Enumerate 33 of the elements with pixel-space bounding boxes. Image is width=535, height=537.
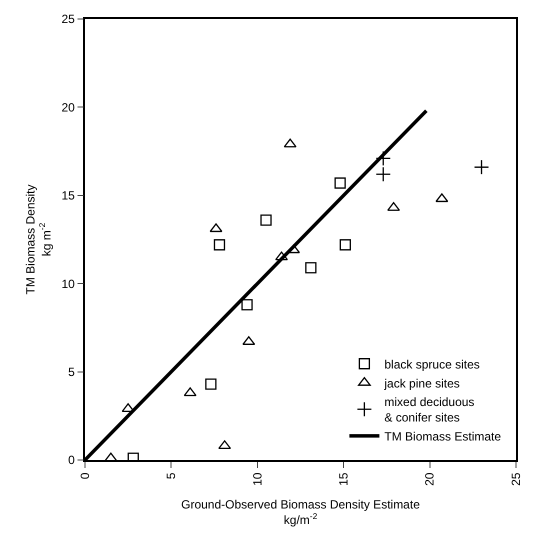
x-tick-label: 5 bbox=[164, 472, 178, 480]
point bbox=[214, 239, 226, 250]
x-tick-label: 15 bbox=[336, 472, 350, 486]
point bbox=[275, 251, 288, 260]
point bbox=[210, 223, 222, 232]
point bbox=[376, 166, 391, 182]
y-tick-label: 20 bbox=[61, 100, 76, 114]
x-axis-title: Ground-Observed Biomass Density Estimate kg/m$^{-2}$ bbox=[181, 497, 420, 527]
y-tick-label: 25 bbox=[61, 12, 76, 26]
point bbox=[305, 262, 316, 274]
y-tick-label: 15 bbox=[61, 188, 76, 203]
y-tick-label: 5 bbox=[68, 365, 76, 379]
point bbox=[241, 299, 253, 310]
legend-label: TM Biomass Estimate bbox=[384, 430, 502, 444]
x-tick-label: 25 bbox=[508, 472, 523, 486]
point bbox=[435, 193, 448, 202]
x-tick-label: 20 bbox=[422, 472, 437, 486]
point bbox=[474, 160, 490, 175]
point bbox=[205, 378, 216, 390]
y-tick-label: 0 bbox=[68, 453, 76, 468]
x-tick-label: 0 bbox=[78, 472, 92, 480]
legend-label: black spruce sites bbox=[384, 357, 480, 372]
y-tick-label: 10 bbox=[61, 276, 76, 291]
point bbox=[340, 239, 351, 250]
point bbox=[376, 150, 391, 166]
point bbox=[260, 214, 272, 226]
point bbox=[184, 387, 197, 396]
point bbox=[287, 244, 300, 254]
legend-label: mixed deciduous & conifer sites bbox=[384, 395, 474, 425]
legend-label: jack pine sites bbox=[383, 376, 460, 390]
point bbox=[334, 177, 346, 189]
point bbox=[218, 440, 232, 450]
x-tick-label: 10 bbox=[250, 472, 264, 486]
